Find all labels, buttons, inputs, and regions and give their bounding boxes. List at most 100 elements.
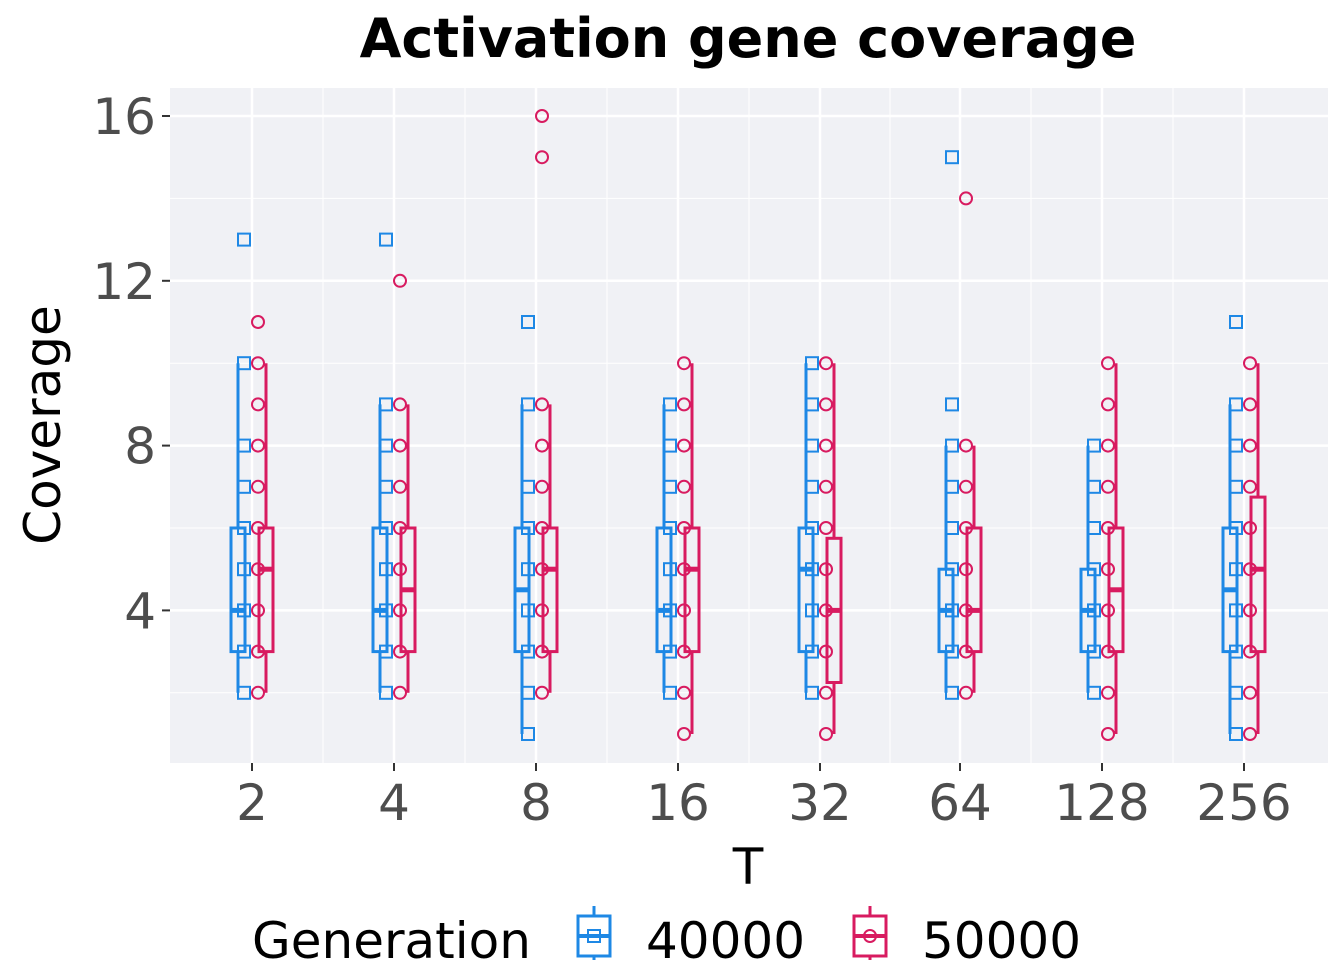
data-point-circle — [819, 685, 833, 700]
data-point-square — [1229, 438, 1243, 453]
legend-key-circle-marker — [863, 929, 877, 943]
data-point-square — [1229, 397, 1243, 412]
data-point-circle — [819, 562, 833, 577]
y-axis-title: Coverage — [14, 305, 72, 545]
data-point-circle — [251, 644, 265, 659]
data-point-square — [379, 562, 393, 577]
data-point-circle — [393, 397, 407, 412]
data-point-square — [1087, 644, 1101, 659]
data-point-square — [663, 521, 677, 535]
data-point-square — [1229, 727, 1243, 741]
legend: Generation 40000 50000 — [252, 906, 1081, 960]
data-point-circle — [393, 479, 407, 494]
data-point-square — [805, 521, 819, 535]
data-point-circle — [251, 603, 265, 618]
legend-key-square-marker — [587, 929, 601, 943]
data-point-square — [237, 685, 251, 700]
y-tick-label: 16 — [92, 88, 156, 146]
data-point-circle — [1101, 685, 1115, 700]
data-point-circle — [251, 479, 265, 494]
data-point-circle — [393, 562, 407, 577]
data-point-square — [805, 397, 819, 412]
iqr-box — [541, 526, 559, 654]
data-point-square — [1229, 644, 1243, 659]
data-point-circle — [959, 521, 973, 535]
data-point-circle — [1101, 356, 1115, 371]
legend-title: Generation — [252, 912, 531, 960]
x-axis-tick-labels: 2 4 8 16 32 64 128 256 — [236, 763, 1292, 832]
data-point-circle — [535, 479, 549, 494]
data-point-square — [237, 356, 251, 371]
data-point-circle — [1101, 397, 1115, 412]
data-point-circle — [393, 603, 407, 618]
data-point-square — [663, 644, 677, 659]
data-point-circle — [535, 644, 549, 659]
data-point-circle — [959, 479, 973, 494]
data-point-square — [237, 603, 251, 618]
data-point-circle — [677, 603, 691, 618]
data-point-square — [379, 232, 393, 247]
iqr-box — [257, 526, 275, 654]
data-point-circle — [819, 397, 833, 412]
data-point-circle — [393, 521, 407, 535]
data-point-circle — [535, 397, 549, 412]
data-point-circle — [819, 479, 833, 494]
data-point-square — [1229, 603, 1243, 618]
data-point-circle — [819, 356, 833, 371]
data-point-square — [1229, 315, 1243, 329]
data-point-circle — [677, 685, 691, 700]
data-point-square — [805, 438, 819, 453]
data-point-square — [521, 603, 535, 618]
data-point-circle — [819, 438, 833, 453]
data-point-square — [1087, 562, 1101, 577]
data-point-square — [521, 562, 535, 577]
data-point-square — [521, 397, 535, 412]
data-point-circle — [1243, 397, 1257, 412]
data-point-square — [1229, 521, 1243, 535]
data-point-square — [945, 438, 959, 453]
data-point-square — [805, 685, 819, 700]
data-point-square — [1087, 685, 1101, 700]
data-point-circle — [1243, 727, 1257, 741]
data-point-square — [945, 479, 959, 494]
data-point-square — [237, 479, 251, 494]
data-point-square — [237, 562, 251, 577]
data-point-square — [945, 685, 959, 700]
data-point-square — [1229, 562, 1243, 577]
data-point-square — [521, 315, 535, 329]
data-point-circle — [1243, 479, 1257, 494]
data-point-circle — [251, 562, 265, 577]
data-point-circle — [393, 685, 407, 700]
data-point-square — [521, 479, 535, 494]
x-tick-label: 2 — [236, 774, 268, 832]
legend-items: 40000 50000 — [576, 906, 1081, 960]
x-tick-label: 16 — [646, 774, 710, 832]
data-point-circle — [1243, 644, 1257, 659]
data-point-square — [805, 356, 819, 371]
data-point-circle — [819, 603, 833, 618]
data-point-circle — [677, 479, 691, 494]
y-axis-tick-labels: 4 8 12 16 — [92, 88, 170, 640]
data-point-circle — [1101, 562, 1115, 577]
data-point-circle — [1101, 727, 1115, 741]
data-point-circle — [1101, 644, 1115, 659]
data-point-circle — [393, 273, 407, 288]
data-point-circle — [959, 438, 973, 453]
data-point-square — [805, 479, 819, 494]
x-tick-label: 32 — [788, 774, 852, 832]
data-point-circle — [677, 521, 691, 535]
data-point-circle — [1243, 356, 1257, 371]
data-point-circle — [1243, 562, 1257, 577]
box-series — [229, 363, 1267, 734]
data-point-circle — [1101, 521, 1115, 535]
data-point-circle — [677, 438, 691, 453]
data-point-circle — [819, 727, 833, 741]
data-point-square — [663, 479, 677, 494]
chart-title: Activation gene coverage — [360, 7, 1137, 70]
data-point-square — [237, 521, 251, 535]
data-point-square — [1087, 438, 1101, 453]
data-point-circle — [959, 562, 973, 577]
data-point-square — [379, 603, 393, 618]
data-point-square — [237, 644, 251, 659]
data-point-square — [521, 644, 535, 659]
